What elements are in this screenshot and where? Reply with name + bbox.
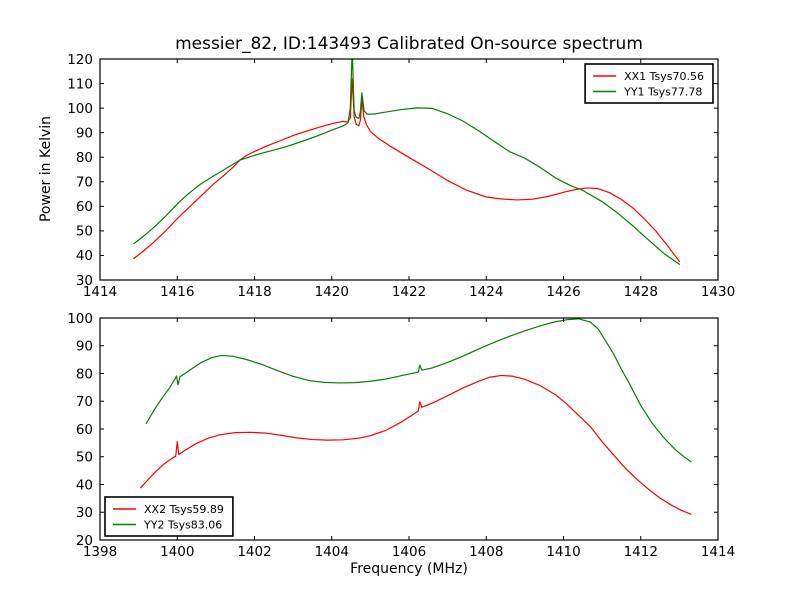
y-tick-label: 80 <box>76 366 93 382</box>
y-tick-label: 80 <box>76 150 93 166</box>
x-tick-label: 1420 <box>315 284 349 300</box>
x-tick-label: 1406 <box>392 544 426 560</box>
x-tick-label: 1410 <box>546 544 580 560</box>
x-tick-label: 1412 <box>624 544 658 560</box>
y-tick-label: 120 <box>67 52 93 68</box>
x-tick-label: 1426 <box>546 284 580 300</box>
series-line-XX1 <box>133 78 680 262</box>
y-tick-label: 100 <box>67 101 93 117</box>
ticks <box>99 317 719 541</box>
x-tick-label: 1428 <box>624 284 658 300</box>
x-tick-label: 1422 <box>392 284 426 300</box>
x-tick-label: 1418 <box>237 284 271 300</box>
y-tick-label: 30 <box>76 505 93 521</box>
y-tick-label: 90 <box>76 339 93 355</box>
x-axis-label: Frequency (MHz) <box>350 561 468 577</box>
legend-box <box>104 496 234 537</box>
series-line-YY1 <box>133 59 680 265</box>
top-spectrum-plot: 1414 1416 1418 1420 1422 1424 1426 1428 1430 30 40… <box>67 52 735 300</box>
legend-label: YY2 Tsys83.06 <box>143 518 222 531</box>
x-tick-label: 1408 <box>469 544 503 560</box>
y-tick-label: 60 <box>76 422 93 438</box>
series-group <box>133 59 680 265</box>
series-line-XX2 <box>139 374 692 515</box>
legend-box <box>584 63 714 104</box>
legend-entry: YY2 Tsys83.06 <box>113 518 222 531</box>
legend: XX2 Tsys59.89 YY2 Tsys83.06 <box>104 496 234 537</box>
x-tick-label: 1404 <box>315 544 349 560</box>
x-tick-label: 1414 <box>701 544 735 560</box>
legend-label: XX1 Tsys70.56 <box>624 70 704 83</box>
x-tick-label: 1430 <box>701 284 735 300</box>
tick-labels: 1398 1400 1402 1404 1406 1408 1410 1412 1414 20 30… <box>67 311 735 560</box>
y-tick-label: 60 <box>76 199 93 215</box>
x-tick-label: 1400 <box>160 544 194 560</box>
ticks <box>99 58 719 281</box>
y-tick-label: 70 <box>76 394 93 410</box>
y-tick-label: 110 <box>67 76 93 92</box>
y-tick-label: 30 <box>76 273 93 289</box>
legend-label: YY1 Tsys77.78 <box>623 85 702 98</box>
legend-entry: XX2 Tsys59.89 <box>113 503 224 516</box>
legend-label: XX2 Tsys59.89 <box>144 503 224 516</box>
bottom-spectrum-plot: 1398 1400 1402 1404 1406 1408 1410 1412 1414 20 30… <box>67 311 735 560</box>
y-tick-label: 20 <box>76 533 93 549</box>
legend-entry: YY1 Tsys77.78 <box>593 85 702 98</box>
x-tick-label: 1424 <box>469 284 503 300</box>
x-tick-label: 1416 <box>160 284 194 300</box>
x-tick-label: 1402 <box>237 544 271 560</box>
series-line-YY2 <box>145 318 692 463</box>
y-tick-label: 90 <box>76 125 93 141</box>
series-group <box>139 318 692 515</box>
y-tick-label: 50 <box>76 224 93 240</box>
x-tick-label: 1414 <box>83 284 117 300</box>
legend: XX1 Tsys70.56 YY1 Tsys77.78 <box>584 63 714 104</box>
chart-title: messier_82, ID:143493 Calibrated On-sour… <box>175 34 643 54</box>
y-tick-label: 100 <box>67 311 93 327</box>
y-tick-label: 50 <box>76 450 93 466</box>
tick-labels: 1414 1416 1418 1420 1422 1424 1426 1428 1430 30 40… <box>67 52 735 300</box>
x-tick-label: 1398 <box>83 544 117 560</box>
y-tick-label: 40 <box>76 248 93 264</box>
legend-entry: XX1 Tsys70.56 <box>593 70 704 83</box>
y-tick-label: 70 <box>76 175 93 191</box>
y-tick-label: 40 <box>76 477 93 493</box>
